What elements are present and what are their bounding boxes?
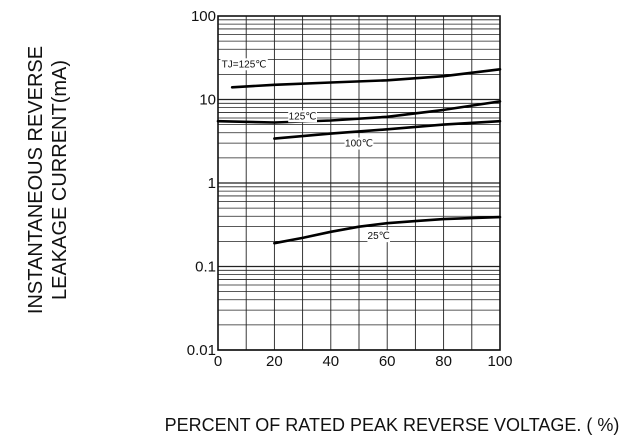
series-label-background <box>344 137 374 150</box>
series-label: 25℃ <box>368 231 390 242</box>
series-line <box>273 215 502 245</box>
x-tick-labels: 0 20 40 60 80 100 <box>214 353 513 370</box>
plot-frame <box>217 15 501 351</box>
series-label-background <box>220 58 268 71</box>
series-label: 100℃ <box>345 139 373 150</box>
curves <box>216 68 502 245</box>
y-tick-label: 0.1 <box>195 259 216 276</box>
curve-labels: TJ=125℃ 125℃ 100℃ 25℃ <box>220 58 391 243</box>
series-label-background <box>288 110 317 123</box>
x-tick-label: 80 <box>435 353 452 370</box>
plot-border <box>217 15 501 351</box>
y-tick-label: 0.01 <box>187 342 216 359</box>
series-line <box>230 68 502 89</box>
y-tick-label: 1 <box>208 175 216 192</box>
series-line <box>273 119 502 140</box>
y-tick-label: 10 <box>199 92 216 109</box>
x-axis-label: PERCENT OF RATED PEAK REVERSE VOLTAGE. (… <box>165 415 620 435</box>
x-tick-label: 60 <box>379 353 396 370</box>
series-label-background <box>367 230 391 243</box>
x-tick-label: 100 <box>487 353 512 370</box>
y-axis-label-line-2: LEAKAGE CURRENT(mA) <box>49 60 71 300</box>
y-axis-label-line-1: INSTANTANEOUS REVERSE <box>25 46 47 314</box>
x-tick-label: 20 <box>266 353 283 370</box>
series-label: 125℃ <box>289 111 317 122</box>
x-tick-label: 40 <box>322 353 339 370</box>
x-tick-label: 0 <box>214 353 222 370</box>
series-label: TJ=125℃ <box>222 59 267 70</box>
series-line <box>216 100 502 124</box>
y-tick-labels: 0.01 0.1 1 10 100 <box>187 8 216 359</box>
y-tick-label: 100 <box>191 8 216 25</box>
